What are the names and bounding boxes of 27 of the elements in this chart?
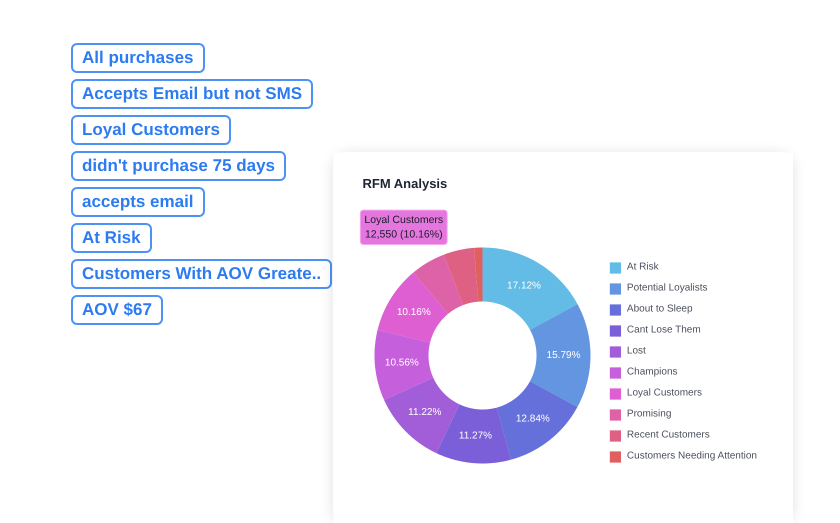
data-label: 17.12% xyxy=(507,280,542,292)
legend-label: Lost xyxy=(626,344,647,358)
legend-label: Cant Lose Them xyxy=(626,324,701,337)
legend-label: About to Sleep xyxy=(626,302,693,316)
text: Loyal Customers 12,550 (10.16%) xyxy=(364,214,444,240)
legend-label: At Risk xyxy=(626,260,659,274)
text: Accepts Email but not SMS xyxy=(71,79,314,109)
legend-label: Champions xyxy=(626,366,678,379)
data-label: 11.22% xyxy=(408,406,442,418)
text: At Risk xyxy=(71,223,152,253)
legend-label: Promising xyxy=(626,408,672,421)
data-label: 10.16% xyxy=(396,307,431,318)
text: Loyal Customers xyxy=(71,115,231,145)
data-label: 12.84% xyxy=(516,413,550,424)
data-label: 15.79% xyxy=(546,350,581,362)
legend-label: Customers Needing Attention xyxy=(626,450,757,463)
text: didn't purchase 75 days xyxy=(71,151,286,181)
data-label: 10.56% xyxy=(384,358,419,369)
legend-label: Recent Customers xyxy=(626,428,710,442)
chart-title: RFM Analysis xyxy=(362,176,448,191)
text: Customers With AOV Greate.. xyxy=(71,259,332,289)
text: accepts email xyxy=(71,187,205,217)
text: All purchases xyxy=(71,43,204,73)
legend-label: Potential Loyalists xyxy=(626,282,708,295)
data-label: 11.27% xyxy=(458,430,492,442)
legend-label: Loyal Customers xyxy=(626,386,702,400)
text: AOV $67 xyxy=(71,295,163,325)
